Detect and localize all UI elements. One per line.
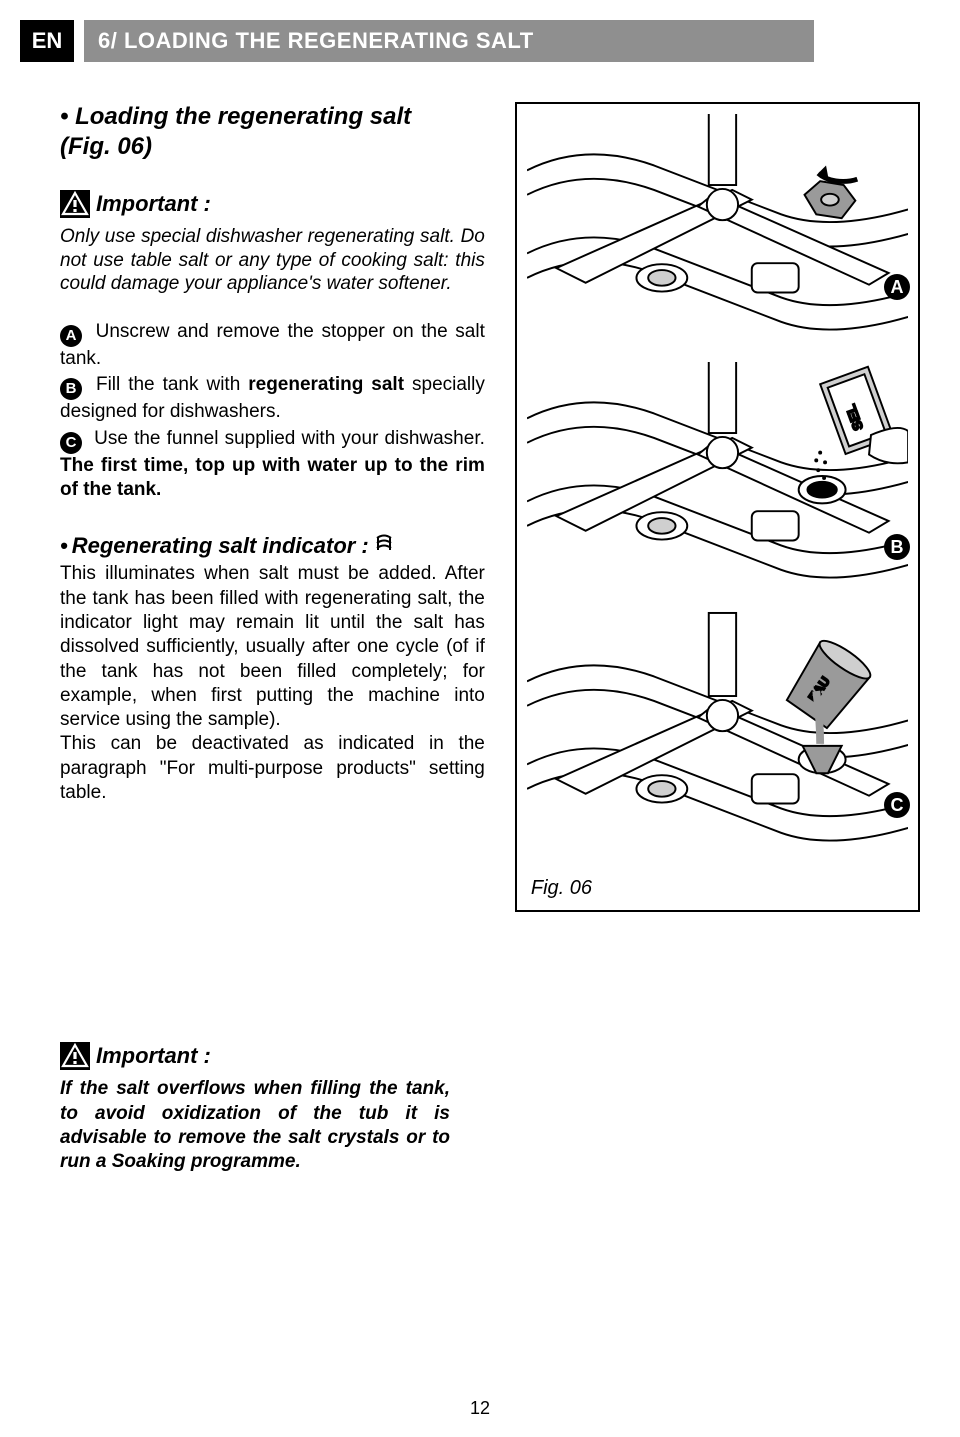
step-c-bold: The first time, top up with water up to … bbox=[60, 455, 485, 500]
intro-title-line1: Loading the regenerating salt bbox=[75, 103, 411, 130]
language-badge: EN bbox=[20, 20, 74, 62]
important-label-1: Important : bbox=[96, 191, 211, 216]
salt-indicator-icon bbox=[373, 532, 395, 560]
step-bullet-c-icon: C bbox=[60, 432, 82, 454]
step-bullet-a-icon: A bbox=[60, 325, 82, 347]
bullet-icon: • bbox=[60, 102, 68, 132]
intro-title: • Loading the regenerating salt (Fig. 06… bbox=[60, 102, 485, 162]
figure-panel-b: SEL B bbox=[527, 362, 908, 592]
indicator-text: This illuminates when salt must be added… bbox=[60, 562, 485, 805]
step-b: B Fill the tank with regenerating salt s… bbox=[60, 373, 485, 424]
step-b-pre: Fill the tank with bbox=[88, 374, 248, 395]
steps-group: A Unscrew and remove the stopper on the … bbox=[60, 320, 485, 502]
warning-icon bbox=[60, 1042, 90, 1077]
section-title-bar: 6/ LOADING THE REGENERATING SALT bbox=[84, 20, 814, 62]
important-text-1: Only use special dishwasher regenerating… bbox=[60, 226, 485, 295]
important-text-2: If the salt overflows when filling the t… bbox=[60, 1078, 450, 1172]
bullet-icon: • bbox=[60, 533, 68, 559]
step-a-text: Unscrew and remove the stopper on the sa… bbox=[60, 321, 485, 369]
warning-icon bbox=[60, 190, 90, 225]
step-a: A Unscrew and remove the stopper on the … bbox=[60, 320, 485, 371]
figure-label-c-icon: C bbox=[884, 792, 910, 818]
step-c-pre: Use the funnel supplied with your dishwa… bbox=[88, 428, 485, 449]
indicator-title: Regenerating salt indicator : bbox=[72, 533, 369, 559]
page-number: 12 bbox=[0, 1398, 960, 1419]
figure-caption: Fig. 06 bbox=[531, 877, 592, 900]
important-block-1: Important : Only use special dishwasher … bbox=[60, 190, 485, 296]
figure-label-b-icon: B bbox=[884, 534, 910, 560]
figure-panel-c: EAU C bbox=[527, 610, 908, 870]
step-b-bold: regenerating salt bbox=[248, 374, 404, 395]
step-bullet-b-icon: B bbox=[60, 378, 82, 400]
figure-06: A bbox=[515, 102, 920, 912]
step-c: C Use the funnel supplied with your dish… bbox=[60, 427, 485, 503]
important-label-2: Important : bbox=[96, 1043, 211, 1068]
figure-label-a-icon: A bbox=[884, 274, 910, 300]
intro-title-line2: (Fig. 06) bbox=[60, 133, 152, 160]
important-block-2: Important : If the salt overflows when f… bbox=[20, 1042, 450, 1175]
figure-panel-a: A bbox=[527, 114, 908, 344]
indicator-block: • Regenerating salt indicator : This ill… bbox=[60, 532, 485, 805]
